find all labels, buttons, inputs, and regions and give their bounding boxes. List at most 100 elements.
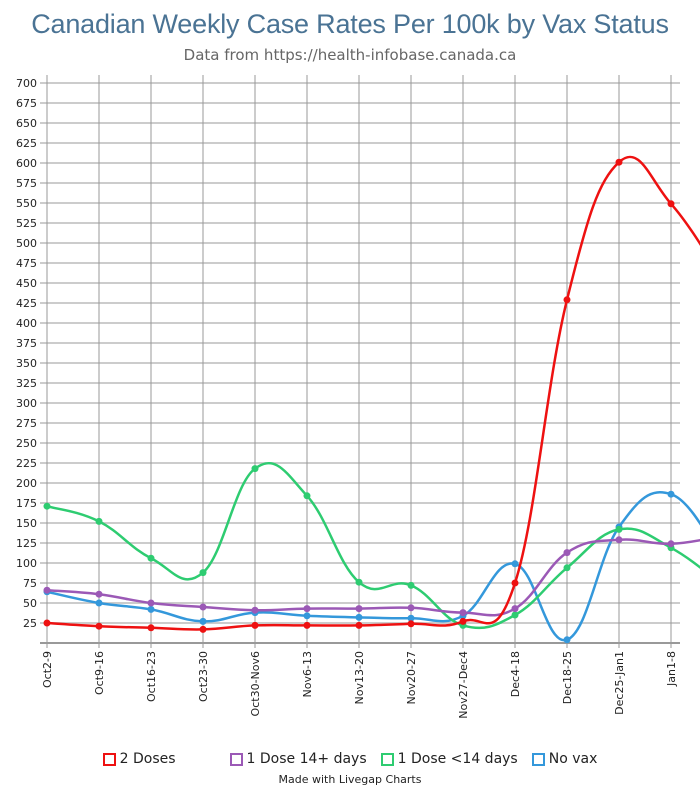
x-tick-label: Dec18-25 bbox=[561, 651, 574, 704]
y-tick-label: 325 bbox=[16, 377, 37, 390]
data-point bbox=[303, 492, 311, 500]
x-tick-label: Oct23-30 bbox=[197, 651, 210, 702]
data-point bbox=[95, 590, 103, 598]
data-point bbox=[95, 599, 103, 607]
y-tick-label: 600 bbox=[16, 157, 37, 170]
y-tick-label: 25 bbox=[23, 617, 37, 630]
credit-text: Made with Livegap Charts bbox=[278, 773, 422, 786]
data-point bbox=[199, 569, 207, 577]
data-point bbox=[251, 465, 259, 473]
x-tick-label: Oct9-16 bbox=[93, 651, 106, 695]
legend-label: 1 Dose 14+ days bbox=[246, 751, 367, 767]
y-tick-label: 50 bbox=[23, 597, 37, 610]
x-tick-label: Oct16-23 bbox=[145, 651, 158, 702]
data-point bbox=[615, 525, 623, 533]
y-tick-label: 225 bbox=[16, 457, 37, 470]
data-point bbox=[511, 611, 519, 619]
data-point bbox=[667, 490, 675, 498]
data-point bbox=[95, 517, 103, 525]
legend-swatch bbox=[102, 753, 116, 766]
y-tick-label: 375 bbox=[16, 337, 37, 350]
y-tick-label: 575 bbox=[16, 177, 37, 190]
legend-label: 1 Dose <14 days bbox=[397, 751, 518, 767]
data-point bbox=[303, 605, 311, 613]
series-line-2-doses bbox=[46, 155, 700, 631]
y-tick-label: 400 bbox=[16, 317, 37, 330]
y-tick-label: 625 bbox=[16, 137, 37, 150]
y-tick-label: 525 bbox=[16, 217, 37, 230]
legend-item[interactable]: 1 Dose 14+ days bbox=[229, 751, 367, 768]
legend-label: 2 Doses bbox=[119, 751, 176, 767]
x-tick-label: Jan1-8 bbox=[665, 651, 678, 687]
x-tick-label: Oct30-Nov6 bbox=[249, 651, 262, 716]
chart-header: Canadian Weekly Case Rates Per 100k by V… bbox=[0, 8, 700, 64]
y-tick-label: 650 bbox=[16, 117, 37, 130]
series-line-1-dose-14-days bbox=[46, 461, 700, 630]
chart-title: Canadian Weekly Case Rates Per 100k by V… bbox=[31, 9, 669, 39]
data-point bbox=[459, 617, 467, 625]
data-point bbox=[511, 579, 519, 587]
data-point bbox=[303, 612, 311, 620]
data-point bbox=[459, 609, 467, 617]
y-tick-label: 350 bbox=[16, 357, 37, 370]
data-point bbox=[407, 614, 415, 622]
x-tick-label: Nov13-20 bbox=[353, 651, 366, 704]
data-point bbox=[511, 560, 519, 568]
y-tick-label: 75 bbox=[23, 577, 37, 590]
x-tick-label: Nov6-13 bbox=[301, 651, 314, 697]
y-tick-label: 100 bbox=[16, 557, 37, 570]
data-point bbox=[147, 599, 155, 607]
series-line-no-vax bbox=[46, 491, 700, 642]
y-tick-label: 675 bbox=[16, 97, 37, 110]
y-tick-label: 150 bbox=[16, 517, 37, 530]
x-tick-label: Nov27-Dec4 bbox=[457, 651, 470, 719]
x-tick-label: Oct2-9 bbox=[41, 651, 54, 688]
data-point bbox=[563, 549, 571, 557]
data-point bbox=[43, 619, 51, 627]
data-point bbox=[199, 617, 207, 625]
data-point bbox=[615, 536, 623, 544]
legend-item[interactable]: 1 Dose <14 days bbox=[380, 751, 518, 768]
data-point bbox=[407, 620, 415, 628]
data-point bbox=[355, 613, 363, 621]
legend-swatch bbox=[531, 753, 545, 766]
legend-item[interactable]: No vax bbox=[531, 751, 598, 768]
y-tick-label: 125 bbox=[16, 537, 37, 550]
series-line-1-dose-14-days bbox=[46, 538, 700, 617]
data-point bbox=[147, 554, 155, 562]
y-tick-label: 300 bbox=[16, 397, 37, 410]
data-point bbox=[43, 502, 51, 510]
data-point bbox=[355, 578, 363, 586]
data-point bbox=[251, 621, 259, 629]
y-tick-label: 200 bbox=[16, 477, 37, 490]
data-point bbox=[563, 296, 571, 304]
legend: 2 Doses 1 Dose 14+ days 1 Dose <14 days No … bbox=[0, 751, 700, 768]
x-tick-label: Dec4-18 bbox=[509, 651, 522, 697]
y-tick-label: 275 bbox=[16, 417, 37, 430]
data-point bbox=[563, 636, 571, 644]
y-tick-label: 700 bbox=[16, 77, 37, 90]
legend-label: No vax bbox=[548, 751, 598, 767]
data-point bbox=[355, 621, 363, 629]
data-point bbox=[667, 200, 675, 208]
chart-subtitle: Data from https://health-infobase.canada… bbox=[183, 46, 517, 64]
line-chart: 25 50 75 100 125 150 175 200 225 250 275 300 325 350 3… bbox=[16, 75, 700, 719]
x-tick-label: Dec25-Jan1 bbox=[613, 651, 626, 715]
y-tick-label: 450 bbox=[16, 277, 37, 290]
data-point bbox=[199, 625, 207, 633]
legend-swatch bbox=[380, 753, 394, 766]
data-point bbox=[251, 606, 259, 614]
legend-item[interactable]: 2 Doses bbox=[102, 751, 176, 768]
data-point bbox=[667, 540, 675, 548]
y-tick-label: 250 bbox=[16, 437, 37, 450]
y-tick-label: 175 bbox=[16, 497, 37, 510]
data-point bbox=[147, 605, 155, 613]
data-point bbox=[355, 605, 363, 613]
data-point bbox=[615, 158, 623, 166]
data-point bbox=[303, 621, 311, 629]
data-point bbox=[199, 603, 207, 611]
data-point bbox=[511, 605, 519, 613]
data-point bbox=[95, 622, 103, 630]
y-tick-label: 425 bbox=[16, 297, 37, 310]
data-point bbox=[43, 586, 51, 594]
